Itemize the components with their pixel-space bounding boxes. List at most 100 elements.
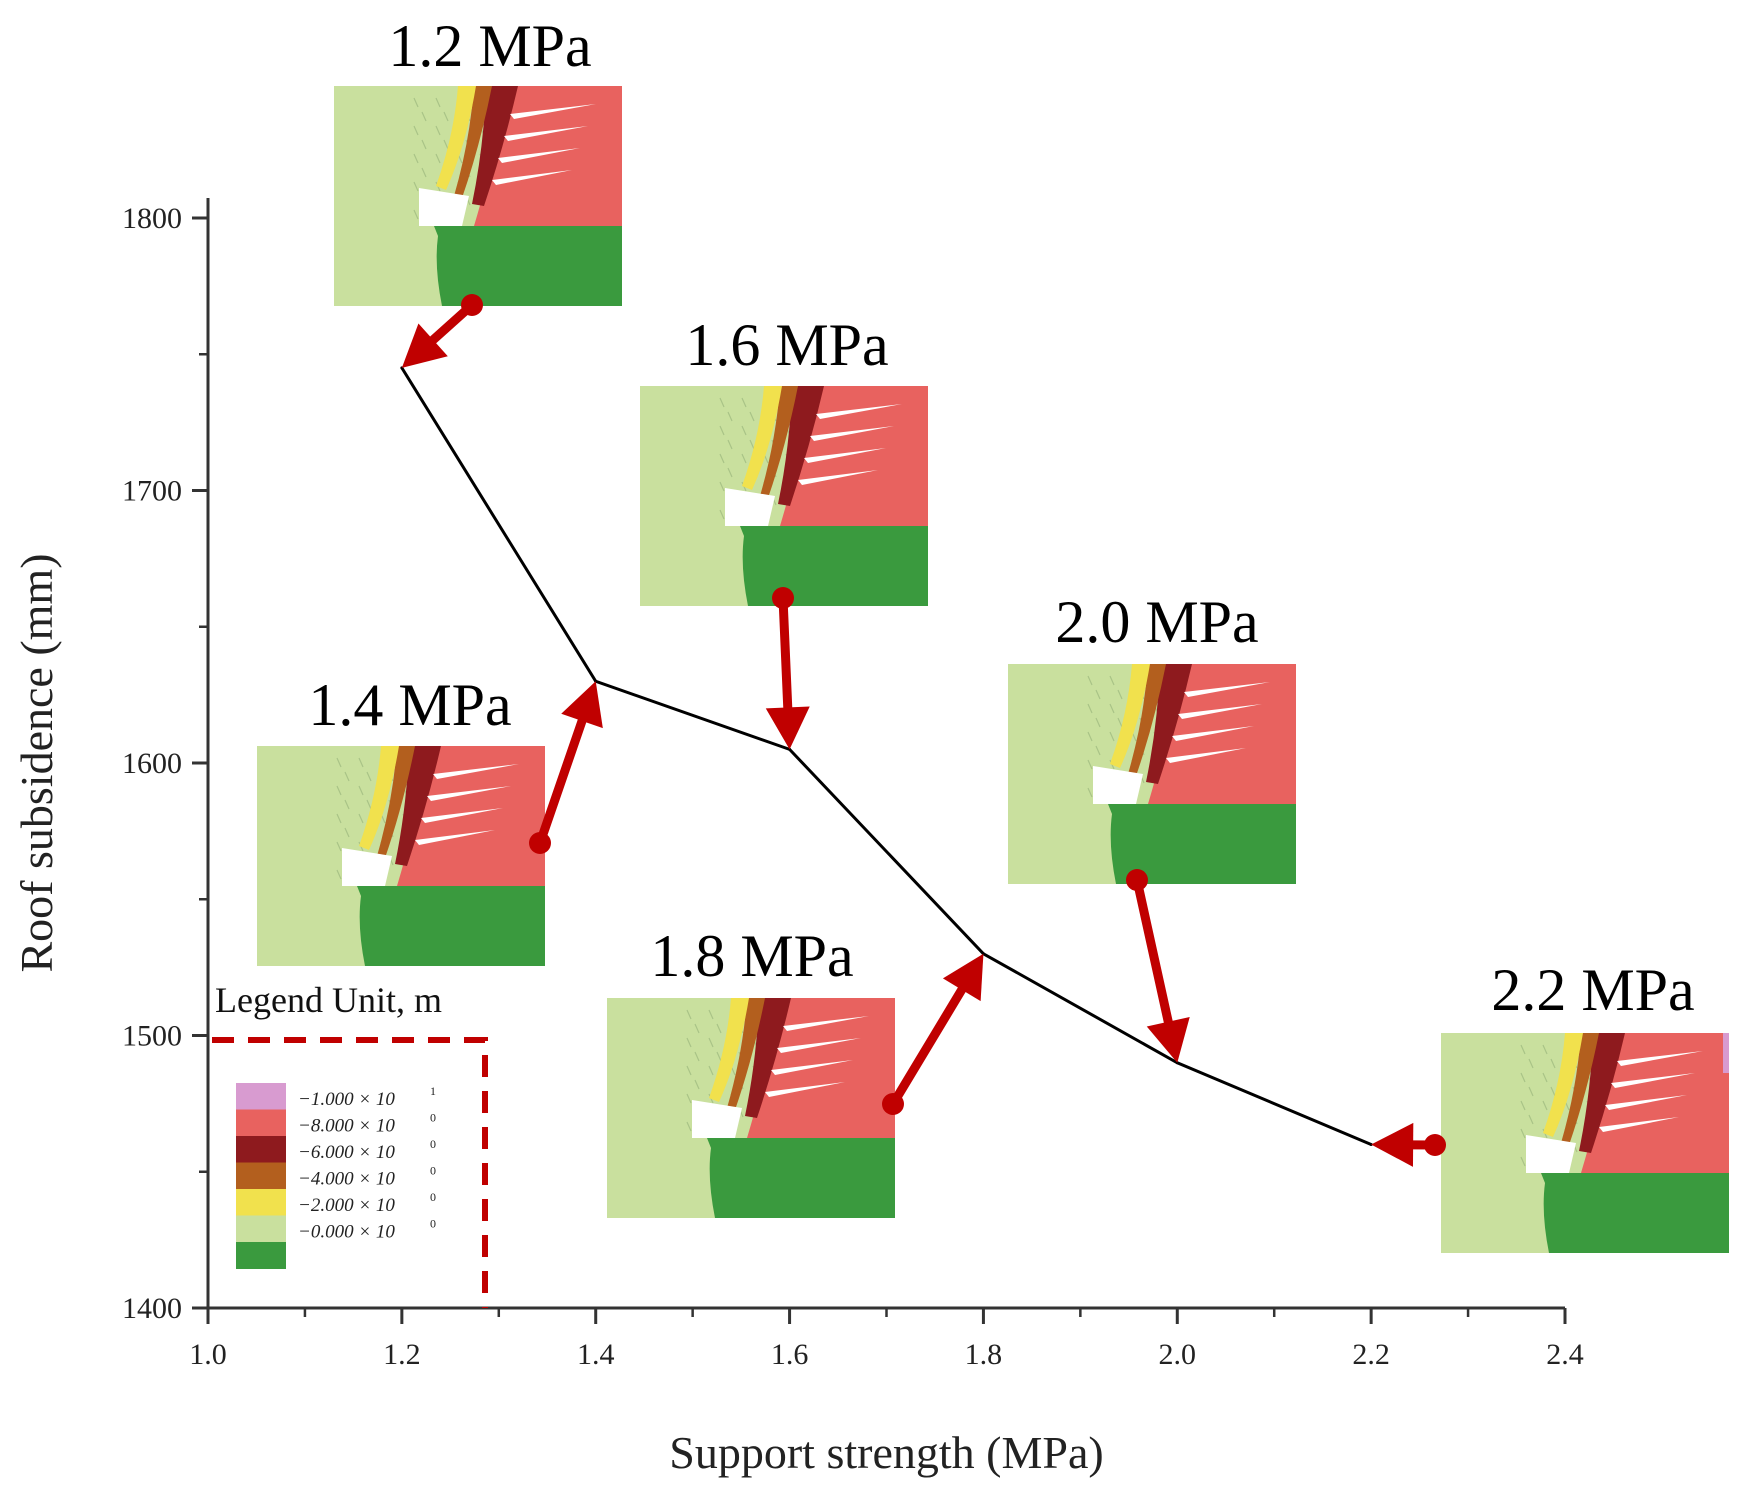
inset-red-zone [474,86,622,226]
inset-brown-band [727,998,765,1110]
x-tick-label: 1.4 [577,1338,615,1371]
inset-yellow-band [1543,1033,1583,1137]
legend-swatch [236,1215,286,1243]
legend-exponent: 0 [430,1137,436,1151]
inset-texture [1095,689,1101,700]
inset-texture [1528,1058,1534,1069]
inset-texture [336,869,342,880]
inset-darkred-band [472,86,518,206]
simulation-inset [640,386,928,606]
inset-texture [741,425,747,436]
inset-texture [443,139,449,150]
inset-fracture [510,104,596,119]
inset-floor-block [357,886,545,966]
inset-fracture [433,764,519,779]
inset-fracture [1599,1117,1679,1132]
legend-label: −1.000 × 10 [298,1089,395,1110]
inset-label: 2.2 MPa [1491,957,1694,1023]
inset-roadway [1093,766,1143,804]
inset-texture [719,481,725,492]
inset-fracture [1617,1051,1703,1066]
inset-texture [716,1051,722,1062]
legend-label: −6.000 × 10 [298,1142,395,1163]
inset-red-zone [1148,664,1296,804]
legend-dashed-border [212,1037,488,1308]
inset-fracture [765,1082,845,1097]
inset-texture [1087,731,1093,742]
inset-texture [1520,1128,1526,1139]
inset-texture [719,509,725,520]
inset-label: 1.6 MPa [685,312,888,378]
inset-fracture [816,404,902,419]
inset-texture [1520,1044,1526,1055]
inset-texture [1528,1114,1534,1125]
inset-texture [1542,1100,1548,1111]
inset-darkred-band [778,386,824,506]
inset-texture [727,411,733,422]
legend-swatch [236,1242,286,1269]
legend-label: −0.000 × 10 [298,1222,395,1243]
inset-fracture [415,830,495,845]
inset-texture [719,425,725,436]
inset-texture [1520,1100,1526,1111]
legend-exponent: 0 [430,1111,436,1125]
inset-label: 1.8 MPa [650,923,853,989]
inset-texture [344,827,350,838]
inset-texture [1550,1086,1556,1097]
inset-texture [413,153,419,164]
inset-texture [336,813,342,824]
arrow-shaft [535,716,587,848]
inset-texture [1109,675,1115,686]
x-tick-label: 2.4 [1546,1338,1584,1371]
inset-texture [708,1009,714,1020]
inset-label: 2.0 MPa [1055,589,1258,655]
arrow-tail-dot [529,832,551,854]
inset-texture [1095,717,1101,728]
inset-texture [358,785,364,796]
inset-fracture [427,786,511,801]
legend-swatch [236,1136,286,1163]
inset-texture [741,397,747,408]
inset-texture [694,1023,700,1034]
inset-fracture [421,808,503,823]
inset-texture [1117,717,1123,728]
inset-texture [336,841,342,852]
inset-yellow-band [359,746,399,850]
inset-texture [344,771,350,782]
inset-roadway [342,848,392,886]
inset-darkred-band [1146,664,1192,784]
legend-title: Legend Unit, m [215,980,442,1020]
x-tick-label: 1.2 [383,1338,421,1371]
inset-texture [358,757,364,768]
inset-texture [1087,787,1093,798]
inset-fracture [783,1016,869,1031]
y-tick-label: 1500 [122,1020,182,1053]
inset-floor-block [1108,804,1296,884]
inset-texture [1550,1058,1556,1069]
inset-brown-band [1561,1033,1599,1145]
arrow-tail-dot [882,1093,904,1115]
inset-texture [1117,689,1123,700]
inset-fracture [1611,1073,1695,1088]
inset-brown-band [377,746,415,858]
inset-fracture [492,170,572,185]
inset-texture [686,1065,692,1076]
y-tick-label: 1600 [122,747,182,780]
simulation-inset [1441,1033,1729,1253]
x-tick-label: 1.8 [965,1338,1003,1371]
inset-texture [686,1037,692,1048]
inset-texture [344,799,350,810]
arrow-head [942,953,984,1002]
inset-fracture [498,148,580,163]
inset-darkred-band [1579,1033,1625,1153]
arrow-shaft [888,985,967,1109]
inset-texture [336,785,342,796]
inset-texture [366,799,372,810]
inset-texture [1520,1156,1526,1167]
inset-texture [1087,675,1093,686]
inset-texture [421,167,427,178]
legend-exponent: 0 [430,1190,436,1204]
inset-texture [421,139,427,150]
inset-floor-block [707,1138,895,1218]
